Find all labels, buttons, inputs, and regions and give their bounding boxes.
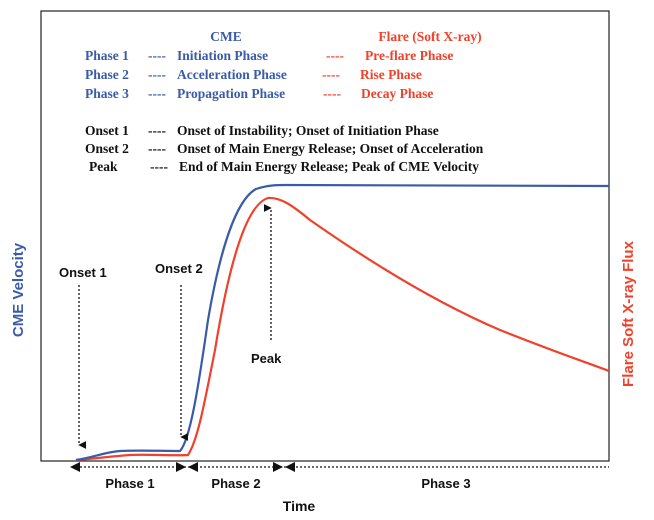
legend-phase1-flare: Pre-flare Phase [365, 48, 453, 63]
onset2-label: Onset 2 [155, 261, 203, 276]
legend-phase3-flare: Decay Phase [361, 86, 433, 101]
y-axis-left-label: CME Velocity [10, 242, 27, 337]
legend-phase2-sep2: ---- [322, 67, 340, 82]
onset1-label: Onset 1 [59, 265, 107, 280]
peak-label: Peak [251, 351, 282, 366]
legend-phase1-sep: ---- [148, 48, 166, 63]
legend-flare-header: Flare (Soft X-ray) [378, 29, 481, 44]
def-onset2-sep: ---- [148, 141, 166, 156]
legend-phase1-sep2: ---- [326, 48, 344, 63]
legend-phase3-sep2: ---- [323, 86, 341, 101]
phase-boundary-left [70, 462, 80, 472]
legend-phase2-flare: Rise Phase [360, 67, 422, 82]
legend-phase3-label: Phase 3 [85, 86, 129, 101]
def-peak-term: Peak [89, 159, 118, 174]
def-peak-text: End of Main Energy Release; Peak of CME … [179, 159, 479, 174]
flare-soft-xray-curve [75, 196, 610, 462]
y-axis-right-label: Flare Soft X-ray Flux [620, 240, 637, 387]
phase2-label: Phase 2 [211, 476, 260, 491]
phase-boundary-1b [188, 462, 198, 472]
phase1-label: Phase 1 [105, 476, 154, 491]
def-onset1-sep: ---- [148, 123, 166, 138]
legend-phase2-label: Phase 2 [85, 67, 129, 82]
definitions-block: Onset 1 ---- Onset of Instability; Onset… [85, 123, 484, 174]
legend-phase3-sep: ---- [148, 86, 166, 101]
legend-block: CME Flare (Soft X-ray) Phase 1 ---- Init… [85, 29, 482, 101]
phase-timeline [70, 462, 609, 472]
phase3-label: Phase 3 [421, 476, 470, 491]
plot-frame [40, 10, 610, 462]
def-onset2-text: Onset of Main Energy Release; Onset of A… [177, 141, 484, 156]
def-onset2-term: Onset 2 [85, 141, 129, 156]
def-peak-sep: ---- [150, 159, 168, 174]
phase-boundary-1a [176, 462, 186, 472]
legend-phase3-cme: Propagation Phase [177, 86, 285, 101]
def-onset1-term: Onset 1 [85, 123, 129, 138]
def-onset1-text: Onset of Instability; Onset of Initiatio… [177, 123, 439, 138]
x-axis-label: Time [283, 498, 316, 514]
cme-velocity-curve [75, 183, 610, 462]
legend-phase1-label: Phase 1 [85, 48, 129, 63]
legend-phase1-cme: Initiation Phase [177, 48, 268, 63]
phase-boundary-2a [273, 462, 283, 472]
legend-phase2-sep: ---- [148, 67, 166, 82]
phase-boundary-2b [285, 462, 295, 472]
legend-phase2-cme: Acceleration Phase [177, 67, 287, 82]
legend-cme-header: CME [210, 29, 242, 44]
